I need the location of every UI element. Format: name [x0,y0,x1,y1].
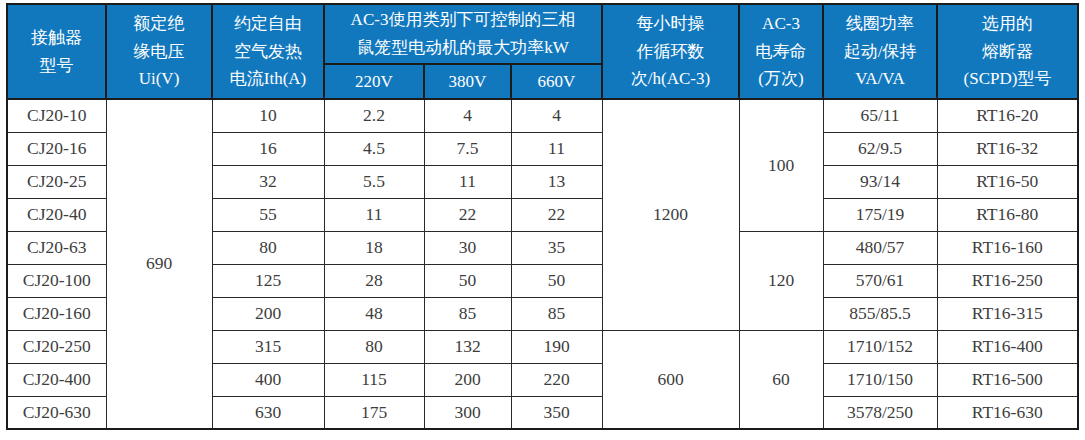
col-header-model: 接触器 型号 [7,4,106,99]
cell-kw-660: 85 [511,297,602,330]
cell-ith: 16 [212,132,324,165]
cell-fuse: RT16-20 [937,99,1078,132]
cell-kw-220: 5.5 [324,165,424,198]
cell-model: CJ20-25 [7,165,106,198]
cell-kw-380: 50 [424,264,511,297]
cell-ith: 125 [212,264,324,297]
cell-kw-660: 35 [511,231,602,264]
col-header-electrical-life: AC-3 电寿命 (万次) [739,4,823,99]
cell-model: CJ20-250 [7,330,106,363]
cell-coil-power: 62/9.5 [823,132,937,165]
cell-coil-power: 3578/250 [823,396,937,429]
cell-kw-380: 30 [424,231,511,264]
cell-fuse: RT16-80 [937,198,1078,231]
cell-fuse: RT16-400 [937,330,1078,363]
cell-ith: 630 [212,396,324,429]
cell-kw-380: 85 [424,297,511,330]
contactor-spec-page: 接触器 型号 额定绝 缘电压 Ui(V) 约定自由 空气发热 电流Ith(A) … [0,0,1085,440]
cell-kw-220: 28 [324,264,424,297]
table-body: CJ20-10 690 10 2.2 4 4 1200 100 65/11 RT… [7,99,1078,429]
cell-model: CJ20-40 [7,198,106,231]
cell-fuse: RT16-50 [937,165,1078,198]
table-row: CJ20-10 690 10 2.2 4 4 1200 100 65/11 RT… [7,99,1078,132]
cell-fuse: RT16-250 [937,264,1078,297]
col-header-380v: 380V [424,64,511,99]
col-header-insulation-voltage: 额定绝 缘电压 Ui(V) [106,4,212,99]
cell-kw-220: 11 [324,198,424,231]
cell-ith: 200 [212,297,324,330]
col-header-660v: 660V [511,64,602,99]
cell-ith: 55 [212,198,324,231]
cell-coil-power: 480/57 [823,231,937,264]
cell-kw-660: 4 [511,99,602,132]
cell-fuse: RT16-315 [937,297,1078,330]
header-row-1: 接触器 型号 额定绝 缘电压 Ui(V) 约定自由 空气发热 电流Ith(A) … [7,4,1078,64]
cell-fuse: RT16-500 [937,363,1078,396]
cell-kw-220: 80 [324,330,424,363]
cell-kw-660: 50 [511,264,602,297]
cell-model: CJ20-160 [7,297,106,330]
cell-kw-380: 132 [424,330,511,363]
cell-fuse: RT16-160 [937,231,1078,264]
cell-model: CJ20-100 [7,264,106,297]
cell-kw-380: 300 [424,396,511,429]
cell-model: CJ20-400 [7,363,106,396]
col-header-fuse-model: 选用的 熔断器 (SCPD)型号 [937,4,1078,99]
col-header-220v: 220V [324,64,424,99]
cell-kw-660: 220 [511,363,602,396]
cell-kw-220: 48 [324,297,424,330]
cell-life: 100 [739,99,823,231]
cell-ith: 400 [212,363,324,396]
cell-kw-660: 22 [511,198,602,231]
cell-ith: 80 [212,231,324,264]
cell-coil-power: 1710/150 [823,363,937,396]
cell-coil-power: 855/85.5 [823,297,937,330]
cell-kw-380: 11 [424,165,511,198]
cell-kw-220: 18 [324,231,424,264]
cell-model: CJ20-630 [7,396,106,429]
cell-fuse: RT16-32 [937,132,1078,165]
cell-kw-220: 4.5 [324,132,424,165]
table-header: 接触器 型号 额定绝 缘电压 Ui(V) 约定自由 空气发热 电流Ith(A) … [7,4,1078,99]
cell-kw-660: 350 [511,396,602,429]
cell-kw-660: 11 [511,132,602,165]
cell-kw-220: 115 [324,363,424,396]
cell-life: 120 [739,231,823,330]
cell-coil-power: 1710/152 [823,330,937,363]
cell-kw-380: 22 [424,198,511,231]
cell-model: CJ20-10 [7,99,106,132]
cell-coil-power: 175/19 [823,198,937,231]
cell-coil-power: 65/11 [823,99,937,132]
cell-cycles: 1200 [602,99,739,330]
cell-kw-220: 175 [324,396,424,429]
cell-kw-660: 13 [511,165,602,198]
col-header-ac3-power-group: AC-3使用类别下可控制的三相 鼠笼型电动机的最大功率kW [324,4,602,64]
cell-kw-220: 2.2 [324,99,424,132]
col-header-thermal-current: 约定自由 空气发热 电流Ith(A) [212,4,324,99]
cell-kw-380: 7.5 [424,132,511,165]
cell-kw-660: 190 [511,330,602,363]
cell-model: CJ20-63 [7,231,106,264]
col-header-cycles-per-hour: 每小时操 作循环数 次/h(AC-3) [602,4,739,99]
cell-kw-380: 200 [424,363,511,396]
cell-insulation-voltage: 690 [106,99,212,429]
cell-model: CJ20-16 [7,132,106,165]
cell-kw-380: 4 [424,99,511,132]
col-header-coil-power: 线圈功率 起动/保持 VA/VA [823,4,937,99]
cell-coil-power: 93/14 [823,165,937,198]
cell-life: 60 [739,330,823,429]
cell-ith: 315 [212,330,324,363]
cell-cycles: 600 [602,330,739,429]
cell-coil-power: 570/61 [823,264,937,297]
cell-ith: 10 [212,99,324,132]
contactor-spec-table: 接触器 型号 额定绝 缘电压 Ui(V) 约定自由 空气发热 电流Ith(A) … [6,3,1079,430]
cell-fuse: RT16-630 [937,396,1078,429]
cell-ith: 32 [212,165,324,198]
